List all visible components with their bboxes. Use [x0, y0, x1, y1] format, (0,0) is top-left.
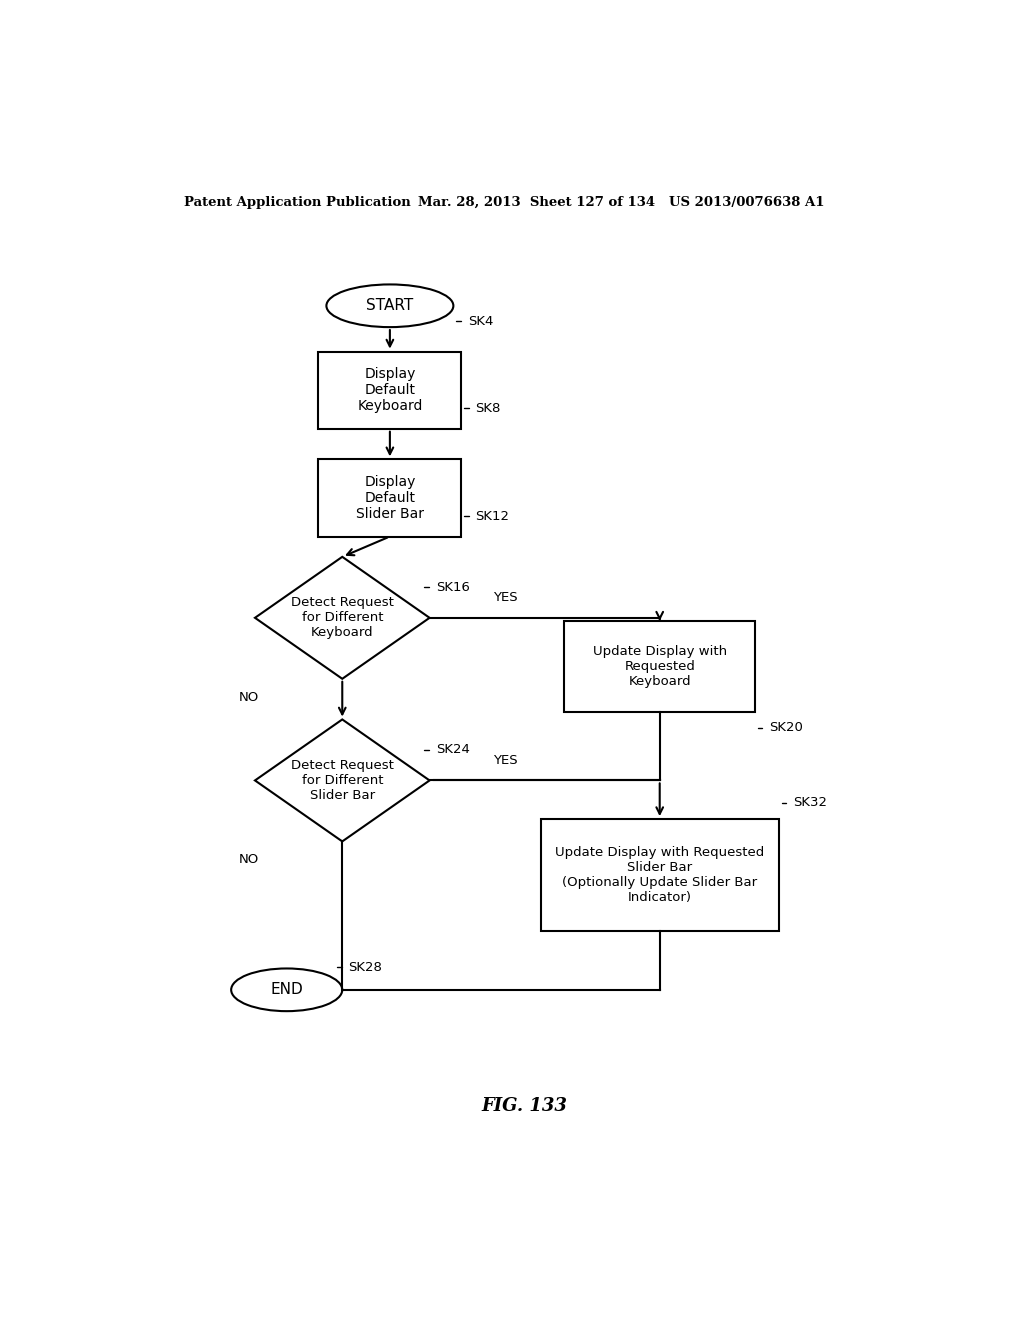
- Text: Update Display with
Requested
Keyboard: Update Display with Requested Keyboard: [593, 645, 727, 688]
- Text: Display
Default
Slider Bar: Display Default Slider Bar: [356, 475, 424, 521]
- Text: Display
Default
Keyboard: Display Default Keyboard: [357, 367, 423, 413]
- Text: END: END: [270, 982, 303, 998]
- Text: SK4: SK4: [468, 314, 493, 327]
- Text: Detect Request
for Different
Slider Bar: Detect Request for Different Slider Bar: [291, 759, 393, 803]
- Text: SK32: SK32: [793, 796, 827, 809]
- Text: NO: NO: [240, 690, 259, 704]
- Text: SK20: SK20: [769, 721, 803, 734]
- Text: SK16: SK16: [436, 581, 470, 594]
- Bar: [318, 459, 462, 536]
- Text: NO: NO: [240, 853, 259, 866]
- Text: START: START: [367, 298, 414, 313]
- Bar: [318, 351, 462, 429]
- Text: Update Display with Requested
Slider Bar
(Optionally Update Slider Bar
Indicator: Update Display with Requested Slider Bar…: [555, 846, 764, 904]
- Text: SK28: SK28: [348, 961, 383, 974]
- Bar: [564, 620, 755, 713]
- Text: SK12: SK12: [475, 510, 510, 523]
- Bar: [541, 818, 779, 931]
- Text: FIG. 133: FIG. 133: [482, 1097, 567, 1114]
- Text: YES: YES: [494, 591, 518, 605]
- Text: SK24: SK24: [436, 743, 470, 756]
- Text: YES: YES: [494, 754, 518, 767]
- Text: SK8: SK8: [475, 401, 501, 414]
- Text: Patent Application Publication: Patent Application Publication: [183, 195, 411, 209]
- Text: Detect Request
for Different
Keyboard: Detect Request for Different Keyboard: [291, 597, 393, 639]
- Text: Mar. 28, 2013  Sheet 127 of 134   US 2013/0076638 A1: Mar. 28, 2013 Sheet 127 of 134 US 2013/0…: [418, 195, 824, 209]
